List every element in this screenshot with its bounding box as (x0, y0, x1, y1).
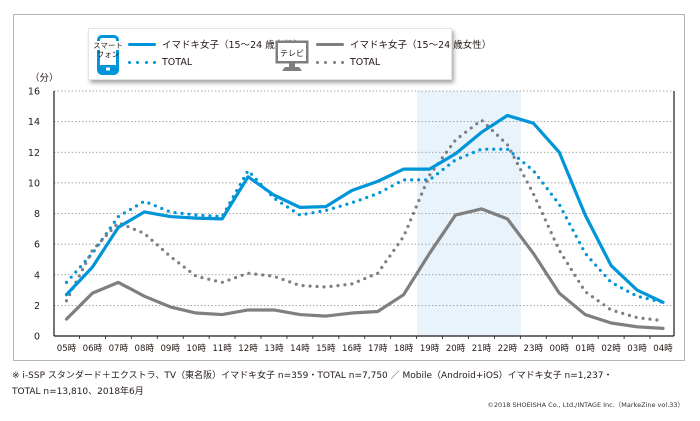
x-tick-label-06時: 06時 (83, 343, 103, 354)
legend-swatch-tv-solid (316, 42, 344, 46)
x-tick-label-09時: 09時 (160, 343, 180, 354)
legend-item-tv-total: TOTAL (316, 57, 380, 68)
footnote: ※ i-SSP スタンダード＋エクストラ、TV（東名阪）イマドキ女子 n=359… (12, 368, 692, 400)
x-tick-label-18時: 18時 (394, 343, 414, 354)
legend-label-tv-idol: イマドキ女子（15〜24 歳女性） (350, 40, 492, 51)
x-tick-label-04時: 04時 (653, 343, 673, 354)
footnote-line1: ※ i-SSP スタンダード＋エクストラ、TV（東名阪）イマドキ女子 n=359… (12, 371, 613, 381)
legend-label-tv-total: TOTAL (350, 57, 381, 68)
series-phone-total-line (64, 147, 665, 304)
x-tick-label-21時: 21時 (472, 343, 492, 354)
x-tick-label-20時: 20時 (446, 343, 466, 354)
gridlines (54, 90, 674, 306)
legend-swatch-phone-solid (128, 42, 156, 46)
smartphone-icon-text: スマート フォン (90, 41, 126, 59)
legend: スマート フォン イマドキ女子（15〜24 歳女性） TOTAL テレビ イマド… (88, 28, 491, 80)
x-tick-label-23時: 23時 (524, 343, 544, 354)
series-tv-total-line (64, 118, 665, 323)
copyright-credit: ©2018 SHOEISHA Co., Ltd./INTAGE Inc.（Mar… (487, 401, 684, 409)
x-tick-label-16時: 16時 (342, 343, 362, 354)
x-tick-label-05時: 05時 (57, 343, 77, 354)
tv-icon-text: テレビ (280, 49, 304, 58)
x-tick-label-07時: 07時 (109, 343, 129, 354)
tv-icon: テレビ (275, 40, 309, 71)
legend-item-phone-total: TOTAL (128, 57, 192, 68)
legend-item-tv-idol: イマドキ女子（15〜24 歳女性） (316, 37, 491, 51)
x-tick-label-22時: 22時 (498, 343, 518, 354)
y-tick-label-16: 16 (28, 87, 40, 98)
x-tick-label-11時: 11時 (212, 343, 232, 354)
highlight-band-19-22 (417, 91, 521, 336)
legend-item-phone-idol: イマドキ女子（15〜24 歳女性） (128, 37, 303, 51)
footnote-line2: TOTAL n=13,810、2018年6月 (12, 387, 144, 397)
x-tick-label-19時: 19時 (420, 343, 440, 354)
legend-label-phone-total: TOTAL (162, 57, 193, 68)
x-tick-label-17時: 17時 (368, 343, 388, 354)
legend-swatch-tv-dotted (316, 61, 344, 64)
x-tick-label-14時: 14時 (290, 343, 310, 354)
y-tick-label-8: 8 (34, 209, 40, 220)
smartphone-icon-text-line2: フォン (96, 50, 120, 59)
y-axis-unit-label: （分） (30, 73, 59, 84)
y-axis-tick-labels: 0 2 4 6 8 10 12 14 16 (28, 87, 40, 343)
x-tick-label-00時: 00時 (549, 343, 569, 354)
y-tick-label-12: 12 (28, 148, 40, 159)
x-tick-label-03時: 03時 (627, 343, 647, 354)
series-group (64, 113, 665, 330)
x-axis-tick-labels: 05時 06時 07時 08時 09時 10時 11時 12時 13時 14時 15時 16時 17時 1… (57, 336, 673, 354)
smartphone-icon-text-line1: スマート (90, 41, 126, 50)
x-tick-label-08時: 08時 (135, 343, 155, 354)
y-tick-label-10: 10 (28, 178, 40, 189)
x-tick-label-15時: 15時 (316, 343, 336, 354)
y-tick-label-14: 14 (28, 117, 40, 128)
x-tick-label-02時: 02時 (601, 343, 621, 354)
x-tick-label-10時: 10時 (186, 343, 206, 354)
legend-label-phone-idol: イマドキ女子（15〜24 歳女性） (162, 40, 304, 51)
series-phone-idol-line (64, 113, 665, 304)
y-tick-label-4: 4 (34, 270, 40, 281)
x-tick-label-01時: 01時 (575, 343, 595, 354)
y-tick-label-2: 2 (34, 301, 40, 312)
y-tick-label-6: 6 (34, 240, 40, 251)
x-tick-label-12時: 12時 (238, 343, 258, 354)
x-tick-label-13時: 13時 (264, 343, 284, 354)
y-tick-label-0: 0 (34, 332, 40, 343)
legend-swatch-phone-dotted (128, 61, 156, 64)
series-tv-idol-line (64, 207, 665, 330)
